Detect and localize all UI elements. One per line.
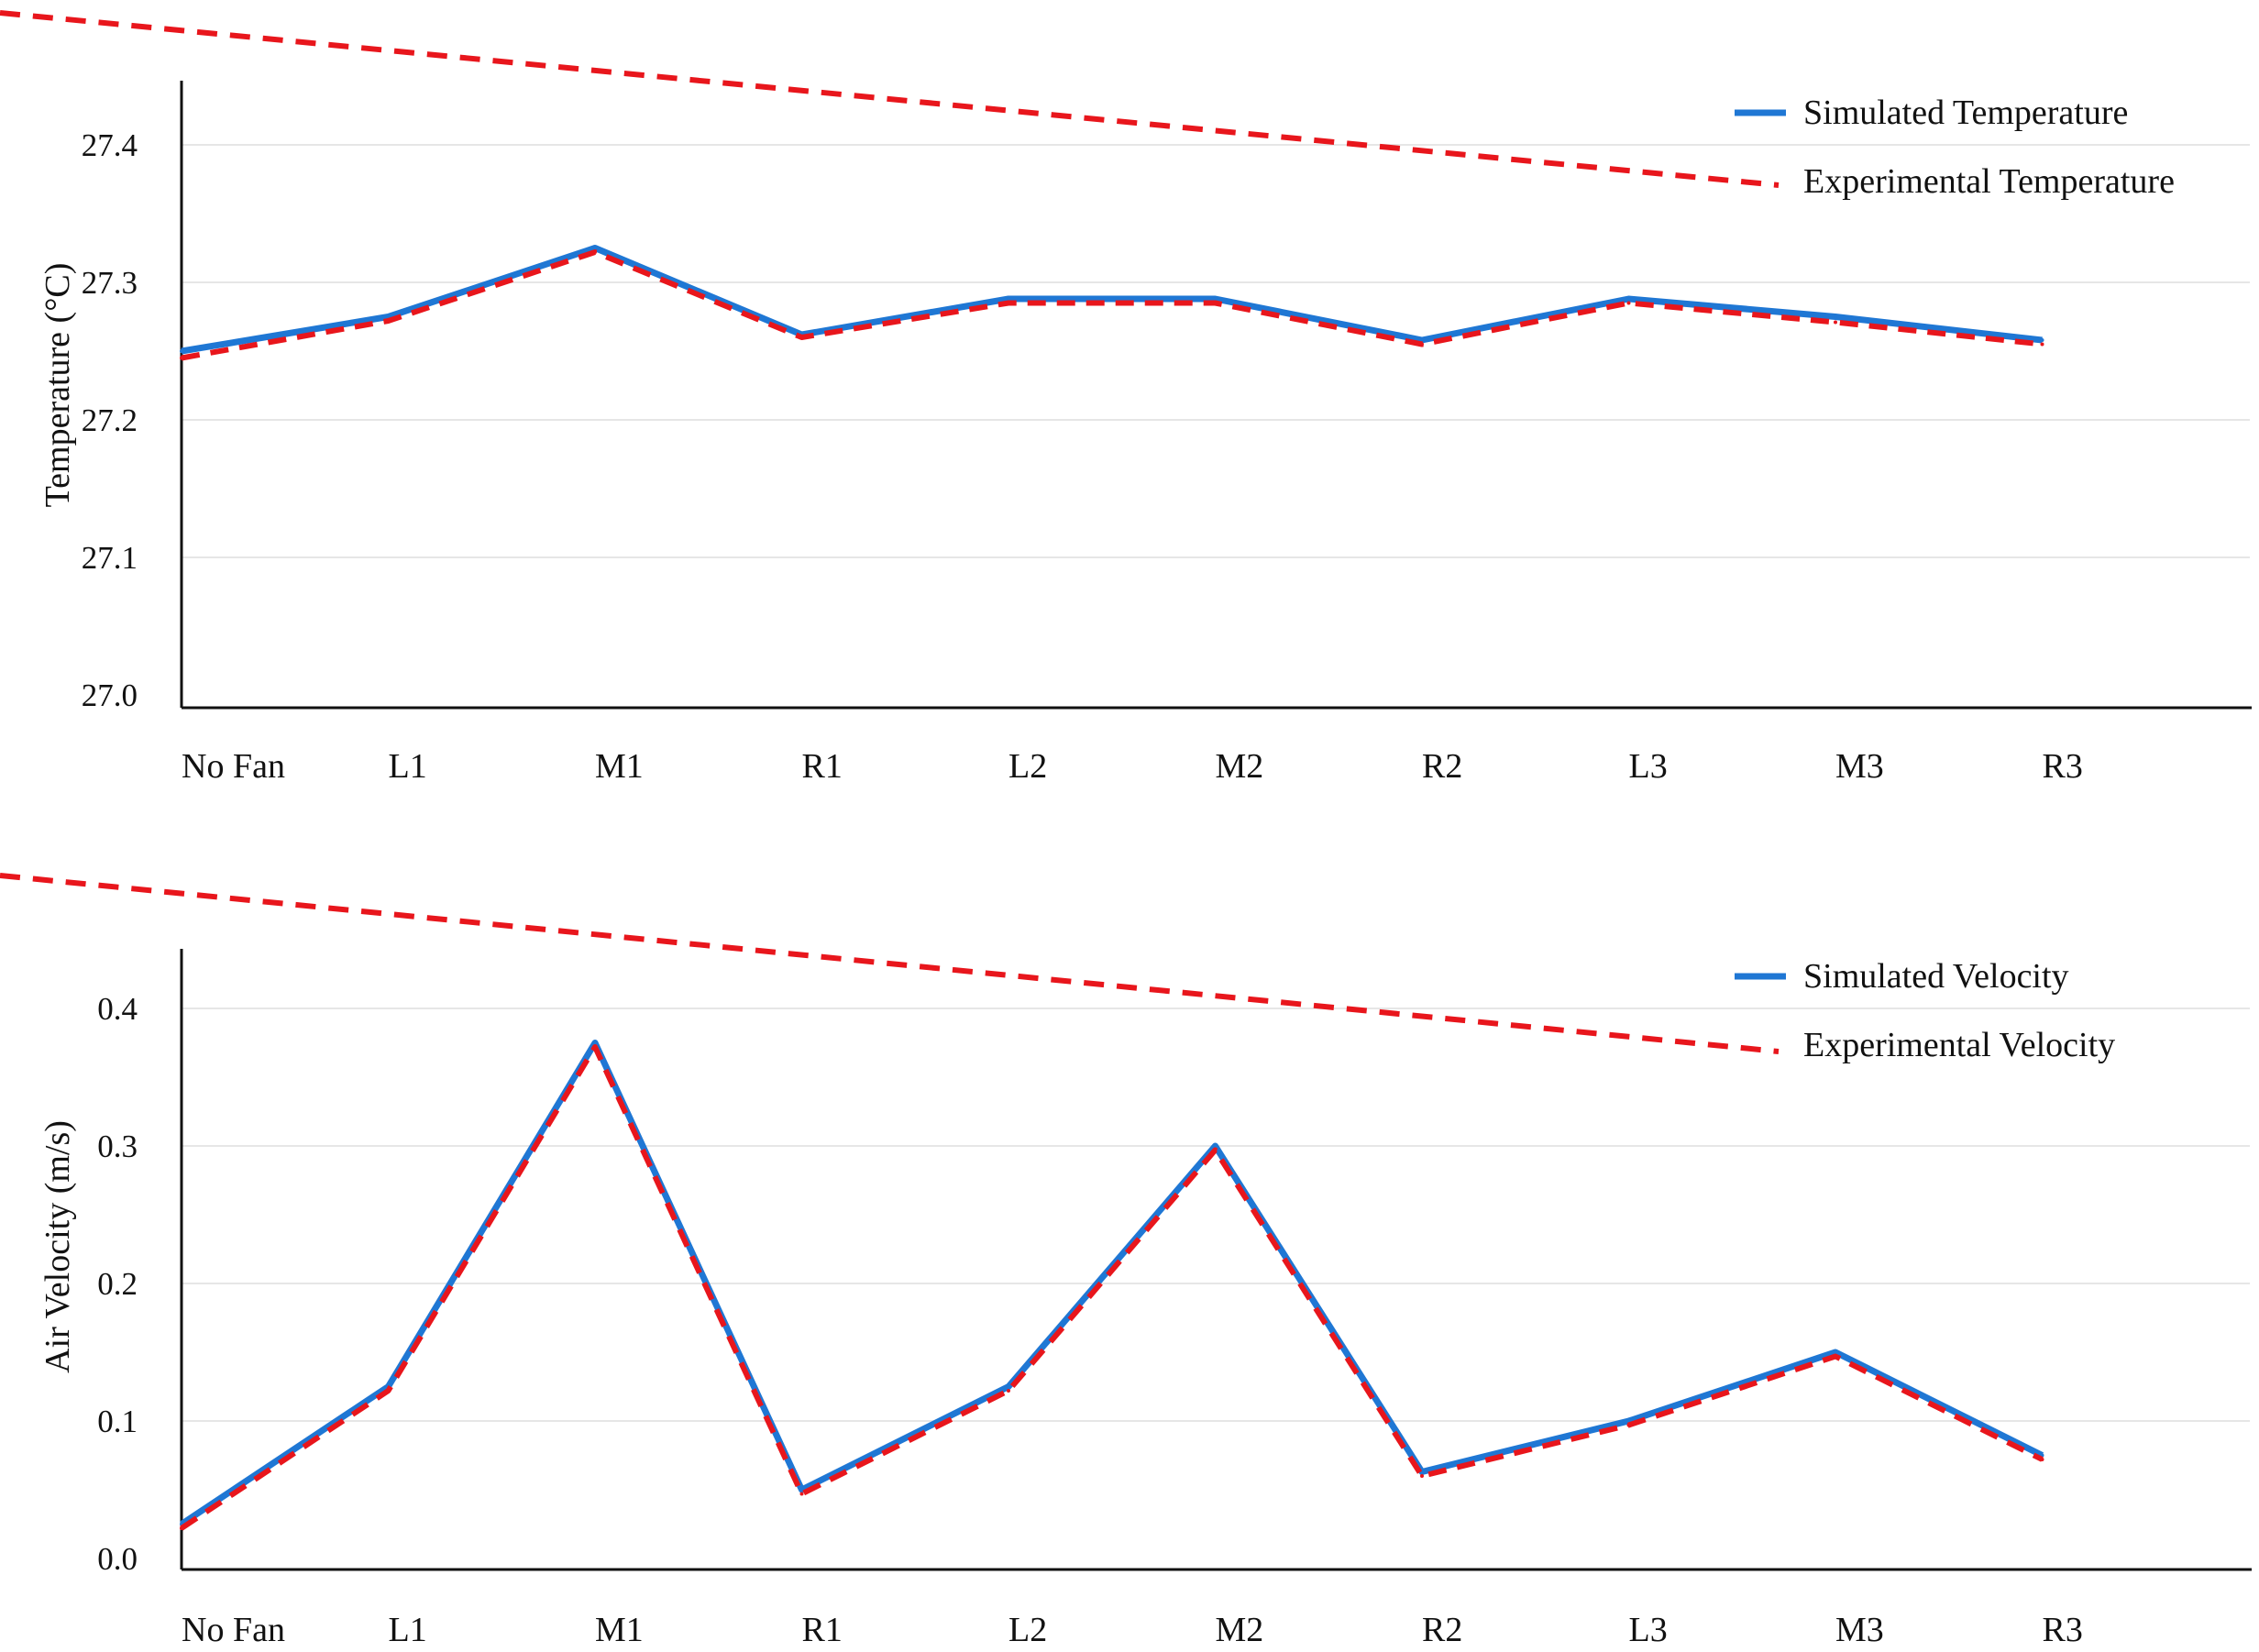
x-tick-label: R1	[802, 747, 843, 786]
x-tick-label: R1	[802, 1611, 843, 1649]
x-tick-label: M1	[595, 1611, 644, 1649]
experimental-point	[2040, 1458, 2044, 1461]
x-tick-label: M3	[1835, 1611, 1884, 1649]
simulated-point	[2040, 338, 2044, 342]
x-tick-label: L2	[1008, 747, 1047, 786]
experimental-point	[799, 1492, 804, 1496]
simulated-point	[1626, 297, 1631, 301]
y-tick-label: 27.0	[82, 677, 138, 713]
x-tick-label: R2	[1422, 1611, 1462, 1649]
experimental-point	[1213, 301, 1218, 305]
experimental-point	[1834, 320, 1837, 325]
simulated-point	[1420, 338, 1424, 342]
simulated-point	[1213, 297, 1218, 301]
y-tick-label: 27.3	[82, 265, 138, 301]
x-tick-label: L1	[389, 1611, 427, 1649]
x-tick-label: R3	[2043, 1611, 2083, 1649]
y-axis-label: Temperature (°C)	[39, 263, 77, 508]
y-tick-label: 0.0	[97, 1541, 138, 1577]
y-tick-label: 0.2	[97, 1266, 138, 1302]
experimental-point	[1007, 301, 1010, 305]
simulated-point	[1007, 1384, 1010, 1389]
simulated-point	[1626, 1419, 1631, 1423]
simulated-point	[386, 314, 391, 319]
experimental-point	[799, 336, 804, 339]
y-tick-label: 0.4	[97, 991, 138, 1027]
y-tick-label: 27.4	[82, 127, 138, 163]
experimental-point	[1420, 1474, 1424, 1478]
simulated-point	[1007, 297, 1010, 301]
experimental-point	[1626, 1423, 1631, 1427]
experimental-point	[386, 319, 391, 323]
legend-label-simulated: Simulated Velocity	[1803, 957, 2069, 996]
experimental-point	[1626, 301, 1631, 305]
y-tick-label: 27.1	[82, 540, 138, 576]
simulated-point	[180, 349, 183, 353]
experimental-point	[593, 250, 597, 254]
x-tick-label: L2	[1008, 1611, 1047, 1649]
simulated-point	[1213, 1144, 1218, 1148]
experimental-point	[180, 1526, 183, 1530]
experimental-point	[1834, 1354, 1837, 1359]
legend-label-simulated: Simulated Temperature	[1803, 94, 2128, 132]
x-tick-label: L1	[389, 747, 427, 786]
simulated-point	[593, 246, 597, 250]
simulated-point	[799, 1488, 804, 1492]
x-tick-label: No Fan	[182, 747, 285, 786]
x-tick-label: R2	[1422, 747, 1462, 786]
simulated-point	[1834, 314, 1837, 319]
experimental-point	[1213, 1148, 1218, 1152]
y-tick-label: 0.3	[97, 1129, 138, 1164]
experimental-point	[2040, 342, 2044, 347]
x-tick-label: M1	[595, 747, 644, 786]
chart-2: 0.0 0.1 0.2 0.3 0.4 No Fan L1 M1 R1 L2 M2 R2 L3 M3 R3 A…	[0, 873, 2252, 1649]
x-tick-label: L3	[1629, 1611, 1668, 1649]
legend-label-experimental: Experimental Velocity	[1803, 1026, 2115, 1064]
legend-label-experimental: Experimental Temperature	[1803, 162, 2175, 201]
experimental-legend-swatch-line	[0, 873, 1780, 1054]
x-tick-label: R3	[2043, 747, 2083, 786]
experimental-series-line	[181, 249, 2043, 361]
experimental-series-line	[180, 1044, 2044, 1531]
y-axis-label: Air Velocity (m/s)	[39, 1120, 77, 1373]
experimental-point	[386, 1389, 391, 1393]
experimental-point	[1420, 342, 1424, 347]
simulated-series-line	[181, 245, 2043, 355]
x-tick-label: No Fan	[182, 1611, 285, 1649]
x-tick-label: M3	[1835, 747, 1884, 786]
experimental-legend-swatch-line	[0, 10, 1780, 188]
experimental-point	[593, 1045, 597, 1049]
experimental-point	[180, 356, 183, 360]
y-tick-label: 0.1	[97, 1404, 138, 1439]
x-tick-label: M2	[1216, 1611, 1264, 1649]
simulated-point	[593, 1041, 597, 1045]
y-tick-label: 27.2	[82, 402, 138, 438]
chart-1: 27.0 27.1 27.2 27.3 27.4 No Fan L1 M1 R1 L2 M2 R2 L3…	[0, 10, 2252, 786]
simulated-point	[1834, 1350, 1837, 1354]
x-tick-label: L3	[1629, 747, 1668, 786]
x-tick-label: M2	[1216, 747, 1264, 786]
experimental-point	[1007, 1389, 1010, 1393]
